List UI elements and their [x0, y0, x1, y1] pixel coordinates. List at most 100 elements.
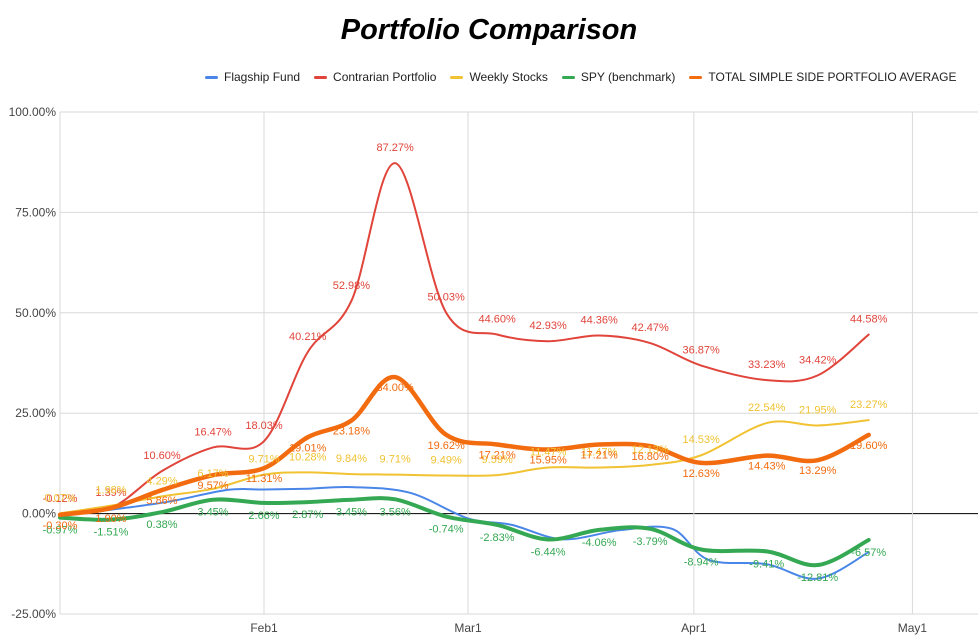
data-label: 23.27% [850, 399, 888, 411]
data-label: 9.84% [336, 453, 367, 465]
data-label: -4.06% [582, 537, 617, 549]
data-label: 3.45% [197, 507, 228, 519]
series-line [59, 419, 870, 515]
legend-label: SPY (benchmark) [580, 70, 676, 84]
data-label: 22.54% [748, 402, 786, 414]
series-line [58, 496, 871, 568]
data-label: -3.79% [633, 536, 668, 548]
data-label: 2.66% [248, 510, 279, 522]
data-label: -0.97% [43, 525, 78, 537]
data-label: 2.87% [292, 509, 323, 521]
data-label: 0.38% [146, 519, 177, 531]
data-label: 11.47% [581, 447, 618, 459]
data-label: 9.59% [482, 454, 513, 466]
data-label: 36.87% [682, 345, 720, 357]
data-label: 12.13% [631, 444, 669, 456]
data-label: 44.58% [850, 314, 888, 326]
data-label: -6.44% [531, 546, 566, 558]
data-label: 42.47% [631, 322, 669, 334]
legend-item[interactable]: SPY (benchmark) [561, 70, 676, 84]
legend-label: Weekly Stocks [469, 70, 548, 84]
legend-item[interactable]: Contrarian Portfolio [314, 70, 436, 84]
legend-swatch [689, 75, 703, 79]
x-tick-label: Feb1 [250, 621, 278, 635]
data-label: 9.49% [431, 454, 462, 466]
legend-label: TOTAL SIMPLE SIDE PORTFOLIO AVERAGE [708, 70, 957, 84]
legend-swatch [205, 75, 218, 79]
data-label: -0.30% [43, 520, 78, 532]
data-label: 1.98% [95, 485, 126, 497]
y-tick-label: 75.00% [15, 205, 56, 219]
data-label: 19.01% [289, 442, 327, 454]
legend-swatch [314, 75, 328, 79]
data-label: -0.12% [43, 493, 78, 505]
series-line [59, 162, 870, 516]
data-label: 23.18% [333, 426, 371, 438]
data-label: -6.57% [851, 547, 886, 559]
data-label: -2.83% [480, 532, 515, 544]
data-label: 9.71% [380, 454, 411, 466]
y-tick-label: 0.00% [22, 507, 56, 521]
x-tick-label: Mar1 [454, 621, 482, 635]
data-label: -1.51% [94, 527, 129, 539]
data-label: 11.47% [530, 447, 567, 459]
y-tick-label: 50.00% [15, 306, 56, 320]
data-label: 17.21% [580, 449, 618, 461]
data-label: 19.62% [427, 440, 465, 452]
data-label: 52.98% [333, 280, 371, 292]
legend-label: Flagship Fund [224, 70, 301, 84]
data-label: 44.36% [580, 314, 618, 326]
data-label: 9.71% [248, 454, 279, 466]
data-label: 1.39% [95, 487, 126, 499]
data-label: 15.95% [529, 455, 567, 467]
data-label: 10.60% [143, 450, 181, 462]
legend-swatch [450, 75, 464, 79]
data-label: 87.27% [376, 142, 414, 154]
data-label: 13.29% [799, 465, 837, 477]
data-label: 42.93% [529, 320, 567, 332]
y-tick-label: 25.00% [15, 406, 56, 420]
legend-swatch [561, 75, 575, 79]
data-label: 14.53% [682, 434, 720, 446]
data-label: -9.41% [749, 558, 784, 570]
series-line [57, 374, 871, 518]
data-label: 11.31% [246, 473, 283, 485]
series-line [59, 485, 870, 580]
data-label: 6.17% [197, 468, 228, 480]
x-tick-label: Apr1 [681, 621, 707, 635]
legend-item[interactable]: TOTAL SIMPLE SIDE PORTFOLIO AVERAGE [689, 70, 956, 84]
legend-label: Contrarian Portfolio [333, 70, 437, 84]
data-label: 40.21% [289, 331, 327, 343]
data-label: 14.43% [748, 461, 786, 473]
y-tick-label: 100.00% [9, 105, 57, 119]
data-label: -0.74% [429, 524, 464, 536]
data-label: 1.90% [95, 513, 126, 525]
data-label: 33.23% [748, 359, 786, 371]
data-label: 16.47% [194, 426, 232, 438]
legend: Flagship Fund Contrarian Portfolio Weekly … [205, 69, 974, 85]
legend-item[interactable]: Weekly Stocks [450, 70, 548, 84]
data-label: 0.07% [44, 492, 75, 504]
data-label: 12.63% [682, 468, 720, 480]
data-label: 34.42% [799, 354, 837, 366]
data-label: -8.94% [684, 557, 719, 569]
legend-item[interactable]: Flagship Fund [205, 70, 300, 84]
data-label: 21.95% [799, 404, 837, 416]
data-label: -12.81% [797, 572, 838, 584]
chart-title: Portfolio Comparison [340, 14, 638, 46]
data-label: 19.60% [850, 440, 888, 452]
data-label: 16.80% [631, 451, 669, 463]
data-label: 18.03% [245, 420, 283, 432]
y-tick-label: -25.00% [11, 607, 56, 621]
data-label: 50.03% [427, 292, 465, 304]
data-label: 5.86% [146, 495, 177, 507]
data-label: 4.29% [146, 475, 177, 487]
data-label: 34.00% [376, 382, 414, 394]
data-label: 17.21% [478, 449, 516, 461]
data-label: 3.45% [336, 507, 367, 519]
data-label: 10.28% [289, 451, 327, 463]
data-label: 44.60% [478, 313, 516, 325]
data-label: 3.56% [380, 506, 411, 518]
x-tick-label: May1 [898, 621, 928, 635]
